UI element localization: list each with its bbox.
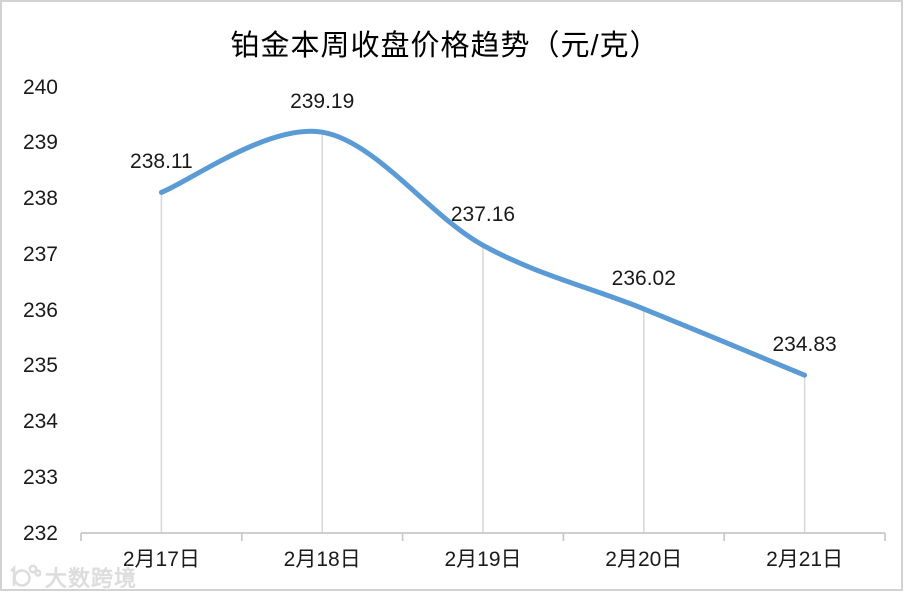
price-trend-line (158, 128, 808, 378)
x-axis-category-label: 2月21日 (766, 548, 844, 571)
y-axis-tick-label: 237 (22, 242, 58, 266)
data-point-label: 234.83 (772, 333, 837, 357)
shuzi-kuajing-logo-icon (10, 564, 41, 587)
data-point-label: 237.16 (450, 203, 516, 227)
data-point-label: 238.11 (130, 150, 193, 174)
y-axis-tick-label: 234 (22, 410, 58, 433)
y-axis-tick-label: 233 (22, 465, 58, 489)
x-axis-category-label: 2月18日 (283, 548, 361, 571)
x-axis-category-label: 2月19日 (444, 548, 522, 571)
y-axis-tick-label: 235 (22, 354, 58, 378)
data-point-label: 236.02 (611, 266, 676, 290)
data-point-label: 239.19 (290, 90, 355, 114)
watermark: 大数跨境 (7, 561, 137, 593)
y-axis-tick-label: 240 (22, 75, 58, 99)
watermark-text: 大数跨境 (45, 566, 138, 591)
x-axis-category-label: 2月17日 (122, 548, 200, 571)
y-axis-tick-label: 232 (22, 521, 58, 545)
y-axis-tick-label: 239 (22, 131, 58, 155)
chart-title: 铂金本周收盘价格趋势（元/克） (230, 30, 660, 62)
y-axis-tick-label: 238 (22, 187, 58, 210)
y-axis-tick-label: 236 (22, 298, 58, 322)
x-axis-category-label: 2月20日 (605, 548, 683, 571)
